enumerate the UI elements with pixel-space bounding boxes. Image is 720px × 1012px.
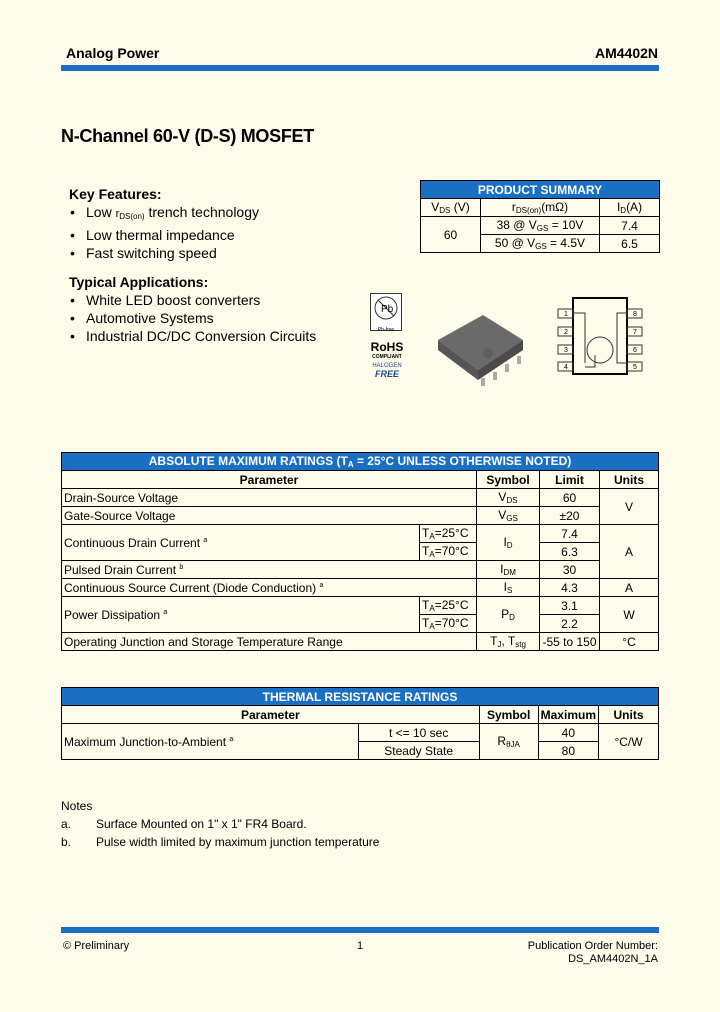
thermal-resistance-table: THERMAL RESISTANCE RATINGS Parameter Symb…: [61, 687, 659, 760]
page-title: N-Channel 60-V (D-S) MOSFET: [61, 126, 314, 146]
svg-text:3: 3: [564, 347, 568, 354]
svg-text:5: 5: [633, 364, 637, 371]
compliance-badges: RoHS COMPLIANT HALOGEN FREE: [370, 340, 404, 379]
company-name: Analog Power: [66, 45, 160, 61]
list-item: Automotive Systems: [69, 309, 316, 327]
key-features-heading: Key Features:: [69, 186, 162, 202]
pinout-diagram: 1 2 3 4 8 7 6 5: [557, 297, 643, 375]
table-row: Power Dissipation a TA=25°C PD 3.1 W: [61, 596, 659, 633]
svg-text:4: 4: [564, 364, 568, 371]
footer-divider: [61, 927, 659, 933]
footer-left: © Preliminary: [63, 940, 130, 952]
key-features: Key Features: Low rDS(on) trench technol…: [69, 186, 259, 262]
part-number: AM4402N: [594, 45, 658, 61]
table-row: Pulsed Drain Current b IDM 30: [61, 560, 659, 579]
list-item: White LED boost converters: [69, 291, 316, 309]
table-row: Gate-Source Voltage VGS ±20: [61, 506, 659, 525]
pb-free-icon: Pb Pb-free: [370, 293, 402, 333]
page-number: 1: [357, 940, 364, 952]
table-row: 60 38 @ VGS = 10V 7.4: [420, 216, 660, 253]
svg-text:8: 8: [633, 311, 637, 318]
note-item: b. Pulse width limited by maximum junctio…: [61, 835, 380, 849]
svg-text:Pb: Pb: [381, 304, 394, 315]
notes: Notes a. Surface Mounted on 1" x 1" FR4 B…: [61, 799, 380, 849]
svg-text:2: 2: [564, 329, 568, 336]
publication-number: Publication Order Number: DS_AM4402N_1A: [527, 940, 658, 965]
absolute-maximum-ratings-table: ABSOLUTE MAXIMUM RATINGS (TA = 25°C UNLE…: [61, 452, 659, 651]
svg-text:6: 6: [633, 347, 637, 354]
table-row: Drain-Source Voltage VDS 60 V: [61, 488, 659, 525]
table-row: Continuous Drain Current a TA=25°C ID 7.4 A: [61, 524, 659, 579]
header-divider: [61, 65, 659, 71]
soic8-package-image: [438, 315, 523, 386]
svg-text:1: 1: [564, 311, 568, 318]
table-row: 50 @ VGS = 4.5V 6.5: [421, 234, 660, 253]
list-item: Fast switching speed: [69, 244, 259, 262]
product-summary-table: PRODUCT SUMMARY VDS (V) rDS(on)(mΩ) ID(A) …: [420, 180, 660, 253]
table-row: Continuous Source Current (Diode Conduct…: [61, 578, 659, 597]
note-item: a. Surface Mounted on 1" x 1" FR4 Board.: [61, 817, 307, 831]
typical-applications: Typical Applications: White LED boost co…: [69, 274, 316, 345]
list-item: Industrial DC/DC Conversion Circuits: [69, 327, 316, 345]
table-row: Operating Junction and Storage Temperatu…: [61, 632, 659, 651]
list-item: Low rDS(on) trench technology: [69, 203, 259, 226]
svg-text:7: 7: [633, 329, 637, 336]
applications-heading: Typical Applications:: [69, 274, 209, 290]
list-item: Low thermal impedance: [69, 226, 259, 244]
